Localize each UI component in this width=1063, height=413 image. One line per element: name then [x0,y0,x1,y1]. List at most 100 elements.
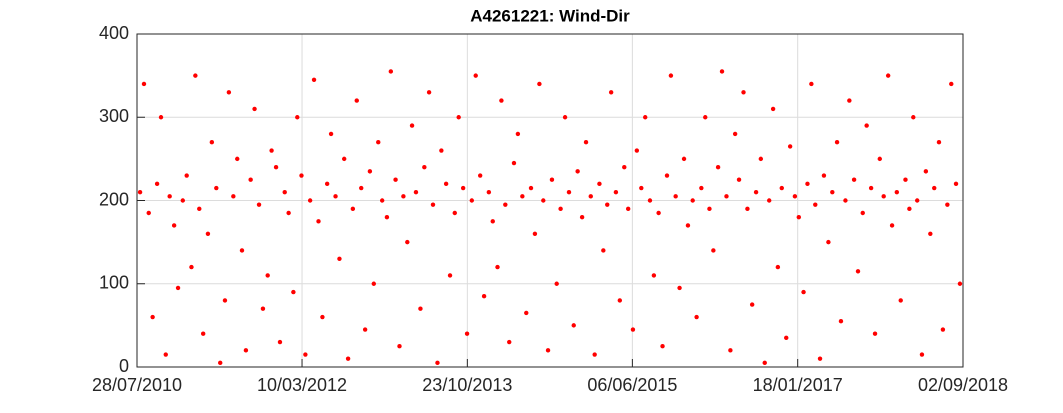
point [388,69,394,74]
point [860,210,865,216]
point [762,360,767,366]
point [384,214,390,220]
point [957,281,963,286]
point [634,148,640,153]
point [911,115,916,120]
point [515,131,521,137]
point [953,181,959,187]
point [137,189,143,195]
point [158,115,164,120]
point [175,285,181,291]
point [838,319,844,324]
point [685,223,691,228]
point [639,185,644,191]
point [855,269,861,274]
point [439,148,444,153]
point [881,194,886,199]
point [269,148,274,153]
point [907,206,912,212]
x-tick-label: 06/06/2015 [587,375,677,395]
point [205,231,211,236]
point [282,189,287,195]
point [707,206,712,212]
point [511,160,517,166]
point [464,331,470,336]
point [732,131,738,137]
point [554,281,559,286]
point [834,140,840,145]
point [940,327,946,332]
point [608,90,614,95]
point [405,239,410,245]
point [141,81,147,87]
point [532,231,538,236]
point [435,360,440,366]
point [277,339,283,345]
point [622,165,627,170]
point [443,181,449,187]
point [209,140,215,145]
point [528,185,534,191]
x-tick-label: 28/07/2010 [92,375,182,395]
point [703,115,708,120]
y-tick-label: 400 [99,23,129,43]
point [643,115,648,120]
point [337,256,342,261]
point [218,360,223,366]
point [541,198,546,203]
point [724,194,729,199]
point [597,181,602,187]
point [936,140,942,145]
point [299,173,304,178]
point [558,206,563,212]
point [193,73,198,78]
point [222,298,228,303]
point [354,98,359,103]
point [328,131,334,137]
point [885,73,891,78]
point [566,189,572,195]
point [805,181,810,187]
point [741,90,746,95]
point [617,298,623,303]
point [260,306,266,311]
point [851,177,857,182]
point [728,348,733,353]
chart-title: A4261221: Wind-Dir [470,6,630,25]
point [583,140,589,145]
point [915,198,920,203]
point [477,173,483,178]
point [792,194,798,199]
y-tick-label: 0 [119,356,129,376]
point [605,202,610,207]
point [248,177,253,182]
point [903,177,908,182]
point [779,185,784,191]
point [359,185,364,191]
point [495,264,500,270]
point [923,169,929,174]
point [694,314,699,320]
point [821,173,827,178]
point [393,177,398,182]
point [333,194,338,199]
point [796,214,802,220]
y-tick-label: 100 [99,273,129,293]
point [226,90,232,95]
point [189,264,194,270]
point [588,194,593,199]
point [146,210,151,216]
point [371,281,376,286]
x-tick-label: 10/03/2012 [257,375,347,395]
point [932,185,937,191]
point [320,314,325,320]
point [945,202,950,207]
point [801,289,806,295]
point [367,169,373,174]
point [767,198,772,203]
point [341,156,347,162]
point [677,285,682,291]
point [877,156,882,162]
point [625,206,631,212]
